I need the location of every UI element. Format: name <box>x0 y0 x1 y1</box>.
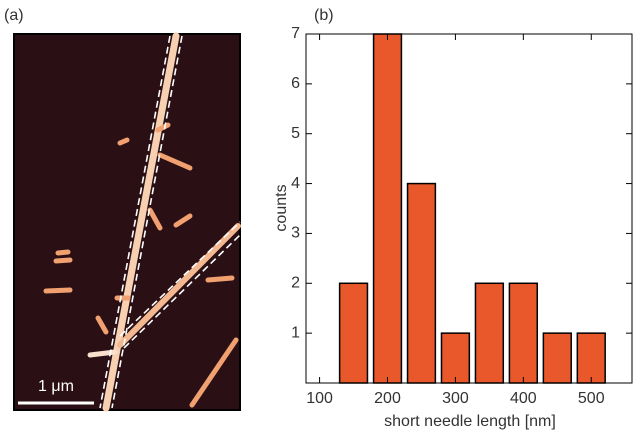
x-tick-label: 100 <box>306 390 333 407</box>
y-tick-label: 2 <box>291 275 300 292</box>
y-tick-label: 1 <box>291 324 300 341</box>
x-tick-label: 200 <box>374 390 401 407</box>
y-axis-label: counts <box>273 184 290 231</box>
x-tick-label: 300 <box>442 390 469 407</box>
bar <box>508 282 539 384</box>
bar <box>372 33 403 384</box>
bar <box>406 182 437 384</box>
bar <box>576 332 606 384</box>
scale-bar-label: 1 μm <box>38 378 74 395</box>
micrograph: 1 μm <box>13 32 241 412</box>
x-axis-label: short needle length [nm] <box>384 413 556 430</box>
y-tick-label: 7 <box>291 25 300 42</box>
bar <box>474 282 505 384</box>
bar <box>440 332 471 384</box>
panel-label: (a) <box>4 7 24 24</box>
bar <box>338 282 369 384</box>
x-tick-label: 400 <box>510 390 537 407</box>
panel-label: (b) <box>314 7 334 24</box>
y-tick-label: 5 <box>291 125 300 142</box>
y-tick-label: 6 <box>291 75 300 92</box>
x-tick-label: 500 <box>578 390 605 407</box>
plot-frame <box>305 33 633 384</box>
y-tick-label: 3 <box>291 225 300 242</box>
bar <box>542 332 572 384</box>
y-tick-label: 4 <box>291 175 300 192</box>
